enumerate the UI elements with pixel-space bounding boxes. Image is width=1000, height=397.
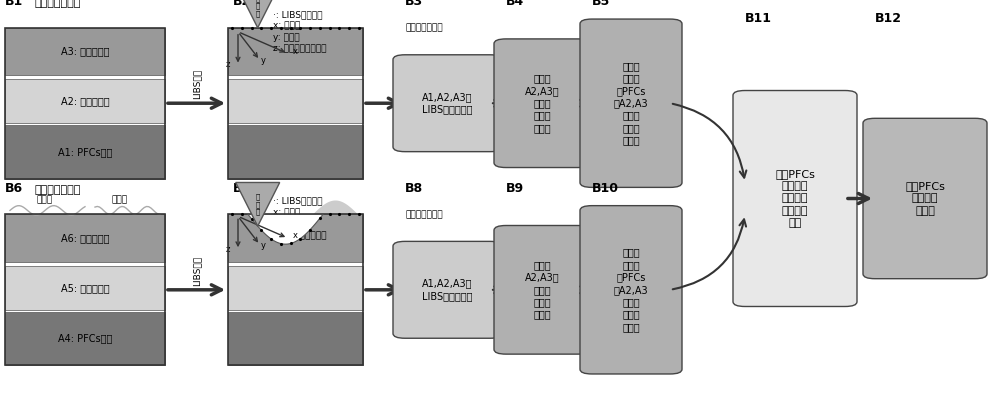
Text: A1,A2,A3的
LIBS脉冲数确定: A1,A2,A3的 LIBS脉冲数确定 [422, 279, 473, 301]
FancyBboxPatch shape [733, 91, 857, 306]
Text: 腐蚀区: 腐蚀区 [37, 195, 53, 204]
Text: y: y [261, 241, 266, 250]
Bar [5, 28, 165, 75]
Bar [228, 214, 363, 262]
Text: y: y [261, 56, 266, 65]
Text: A1: PFCs基体: A1: PFCs基体 [58, 147, 112, 157]
Text: B9: B9 [506, 181, 524, 195]
Text: A6: 顶部标记层: A6: 顶部标记层 [61, 233, 109, 243]
Bar [228, 312, 363, 365]
Text: B2: B2 [233, 0, 251, 8]
Text: B11: B11 [745, 12, 772, 25]
Bar [228, 28, 363, 75]
Bar [5, 266, 165, 310]
Text: 等离子体辐照后: 等离子体辐照后 [35, 185, 81, 195]
Text: B1: B1 [5, 0, 23, 8]
Bar [228, 214, 363, 365]
Text: B5: B5 [592, 0, 610, 8]
Text: 沉积区: 沉积区 [112, 195, 128, 204]
Text: ·: LIBS诊断位置
x: 极向；
y: 环向；
z: 激光烧蚀深度方向: ·: LIBS诊断位置 x: 极向； y: 环向； z: 激光烧蚀深度方向 [273, 10, 326, 53]
Text: 激
光
束: 激 光 束 [256, 0, 260, 17]
Text: B7: B7 [233, 181, 251, 195]
FancyBboxPatch shape [494, 39, 590, 168]
Text: 辐照前
不同区
域PFCs
的A2,A3
层的绝
对厚度
数据库: 辐照前 不同区 域PFCs 的A2,A3 层的绝 对厚度 数据库 [614, 61, 648, 145]
Text: LIBS诊断: LIBS诊断 [192, 256, 201, 286]
Text: 辐照前
A2,A3标
记层的
绝对厚
度确定: 辐照前 A2,A3标 记层的 绝对厚 度确定 [525, 73, 559, 133]
FancyBboxPatch shape [580, 206, 682, 374]
Text: z: z [226, 245, 230, 254]
Text: B4: B4 [506, 0, 524, 8]
Text: 辐照后
A2,A3标
记层的
绝对厚
度确定: 辐照后 A2,A3标 记层的 绝对厚 度确定 [525, 260, 559, 320]
Text: A2: 中间标记层: A2: 中间标记层 [61, 96, 109, 106]
Polygon shape [248, 214, 323, 244]
FancyBboxPatch shape [863, 118, 987, 279]
Text: B10: B10 [592, 181, 619, 195]
Text: 等离子体辐照前: 等离子体辐照前 [35, 0, 81, 8]
Text: 等离子体辐照后: 等离子体辐照后 [406, 210, 444, 220]
Polygon shape [313, 200, 358, 214]
Text: x: x [293, 46, 298, 56]
Text: B6: B6 [5, 181, 23, 195]
Polygon shape [236, 0, 280, 28]
Text: B3: B3 [405, 0, 423, 8]
Bar [228, 125, 363, 179]
Text: 激
光
束: 激 光 束 [256, 193, 260, 215]
FancyBboxPatch shape [494, 225, 590, 354]
Bar [5, 125, 165, 179]
Text: A5: 中间标记层: A5: 中间标记层 [61, 283, 109, 293]
FancyBboxPatch shape [580, 19, 682, 187]
FancyBboxPatch shape [393, 241, 502, 338]
Text: 辐照后
不同区
域PFCs
的A2,A3
层的绝
对厚度
数据库: 辐照后 不同区 域PFCs 的A2,A3 层的绝 对厚度 数据库 [614, 248, 648, 332]
Bar [228, 28, 363, 179]
Text: B12: B12 [875, 12, 902, 25]
Bar [5, 214, 165, 262]
Text: A1,A2,A3的
LIBS脉冲数确定: A1,A2,A3的 LIBS脉冲数确定 [422, 92, 473, 114]
Text: x: x [293, 231, 298, 240]
Text: A4: PFCs基体: A4: PFCs基体 [58, 333, 112, 343]
FancyBboxPatch shape [393, 55, 502, 152]
Text: A3: 顶部标记层: A3: 顶部标记层 [61, 46, 109, 57]
Bar [5, 312, 165, 365]
Bar [228, 266, 363, 310]
Text: B8: B8 [405, 181, 423, 195]
Text: 等离子体辐照前: 等离子体辐照前 [406, 24, 444, 33]
Bar [5, 28, 165, 179]
Bar [5, 214, 165, 365]
Text: 得到PFCs
的腐蚀与
沉积量: 得到PFCs 的腐蚀与 沉积量 [905, 181, 945, 216]
Text: ·: LIBS诊断位置
x: 极向；
y: 环向；
z: 激光烧蚀深度方向: ·: LIBS诊断位置 x: 极向； y: 环向； z: 激光烧蚀深度方向 [273, 197, 326, 240]
Polygon shape [236, 183, 280, 226]
Text: 得到PFCs
不同部位
的腐蚀与
沉积绝对
曲线: 得到PFCs 不同部位 的腐蚀与 沉积绝对 曲线 [775, 169, 815, 228]
Bar [228, 79, 363, 123]
Bar [5, 79, 165, 123]
Text: z: z [226, 60, 230, 69]
Text: LIBS诊断: LIBS诊断 [192, 69, 201, 99]
